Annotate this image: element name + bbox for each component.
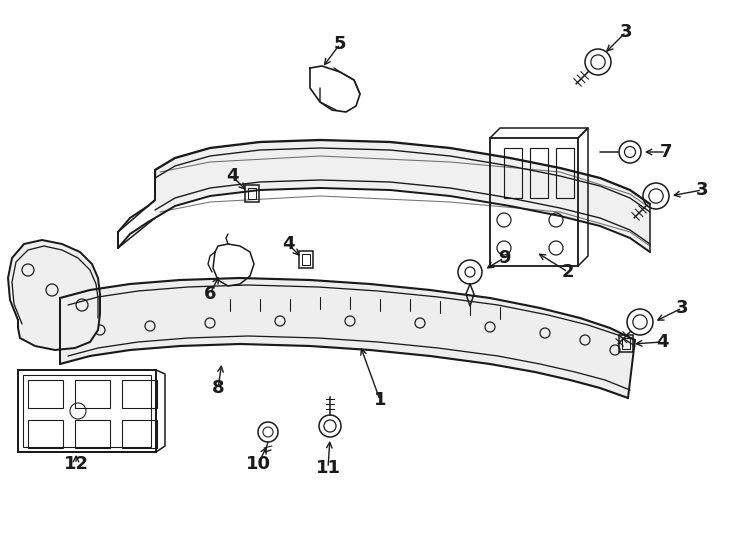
Bar (530, 148, 548, 198)
Bar (245, 185, 259, 202)
Bar (28, 420, 63, 448)
Text: 11: 11 (316, 459, 341, 477)
Text: 8: 8 (211, 379, 225, 397)
Text: 9: 9 (498, 249, 510, 267)
Bar (622, 338, 630, 349)
Text: 3: 3 (619, 23, 632, 41)
Polygon shape (155, 140, 650, 252)
Polygon shape (8, 240, 100, 350)
Polygon shape (60, 278, 635, 398)
Text: 2: 2 (562, 263, 574, 281)
Text: 10: 10 (245, 455, 271, 473)
Text: 6: 6 (204, 285, 217, 303)
Text: 3: 3 (676, 299, 688, 317)
Bar (248, 188, 256, 199)
Bar (299, 251, 313, 268)
Bar (23, 375, 151, 447)
Text: 1: 1 (374, 391, 386, 409)
Text: 7: 7 (660, 143, 672, 161)
Text: 5: 5 (334, 35, 346, 53)
Bar (302, 254, 310, 265)
Bar (122, 420, 157, 448)
Bar (75, 420, 110, 448)
Text: 4: 4 (655, 333, 668, 351)
Bar (122, 380, 157, 408)
Text: 12: 12 (64, 455, 89, 473)
Text: 3: 3 (696, 181, 708, 199)
Bar (490, 138, 578, 266)
Text: 4: 4 (226, 167, 239, 185)
Bar (75, 380, 110, 408)
Bar (556, 148, 574, 198)
Text: 4: 4 (282, 235, 294, 253)
Bar (28, 380, 63, 408)
Bar (619, 335, 633, 352)
Bar (504, 148, 522, 198)
Bar (18, 370, 156, 452)
